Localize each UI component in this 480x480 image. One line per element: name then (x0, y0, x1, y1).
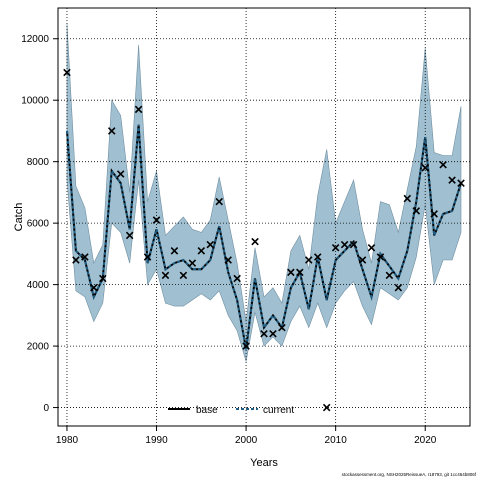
observed-point (322, 403, 331, 412)
observed-point (72, 256, 80, 264)
observed-point (385, 271, 394, 280)
observed-point (143, 253, 152, 261)
observed-point (107, 127, 116, 135)
observed-point (233, 274, 241, 283)
y-tick-label: 0 (43, 403, 49, 414)
legend-current-label: current (263, 405, 294, 416)
x-tick-label: 2000 (235, 435, 258, 446)
y-tick-label: 8000 (27, 157, 50, 168)
y-tick-label: 12000 (21, 34, 49, 45)
y-axis: 0 2000 4000 6000 8000 10000 12000 (21, 34, 58, 414)
footnote: stockassessment.org, NSH2025ReissueA, r1… (342, 472, 477, 477)
observed-point (99, 274, 107, 283)
observed-point (412, 207, 421, 215)
observed-point (305, 256, 313, 264)
observed-point (421, 164, 429, 172)
observed-point (296, 268, 304, 277)
observed-point (278, 323, 286, 332)
observed-point (251, 237, 259, 246)
observed-point (242, 342, 250, 350)
observed-point (206, 240, 215, 249)
y-axis-label: Catch (13, 203, 25, 232)
observed-point (81, 253, 89, 261)
observed-point (197, 247, 206, 255)
observed-point (161, 271, 170, 280)
observed-point (125, 231, 134, 240)
x-tick-label: 2010 (325, 435, 348, 446)
observed-point (63, 68, 71, 77)
x-axis: 1980 1990 2000 2010 2020 (56, 426, 437, 446)
observed-point (358, 256, 367, 264)
grid-layer (58, 8, 470, 426)
y-tick-label: 2000 (27, 342, 50, 353)
series-line-current (66, 124, 462, 350)
observed-point (170, 247, 179, 255)
x-tick-label: 1990 (145, 435, 168, 446)
observed-point (134, 105, 143, 114)
observed-point (224, 256, 232, 264)
observed-point (349, 240, 358, 249)
legend: base current (168, 405, 294, 416)
observed-point (394, 283, 403, 292)
y-tick-label: 6000 (27, 219, 50, 230)
observed-point (269, 330, 277, 338)
observed-point (403, 194, 412, 203)
observed-point (448, 176, 456, 184)
observed-point (439, 160, 447, 169)
observed-point (367, 243, 376, 252)
observed-point (331, 243, 340, 252)
x-axis-label: Years (250, 457, 278, 469)
observed-point (457, 179, 465, 187)
observed-point (188, 259, 197, 267)
observed-point (430, 210, 438, 218)
observed-point (215, 197, 223, 206)
y-tick-label: 10000 (21, 96, 49, 107)
observed-point (90, 283, 98, 292)
observed-point (376, 253, 385, 261)
legend-base-label: base (196, 405, 218, 416)
observed-point (340, 240, 349, 249)
confidence-band-layer (66, 23, 462, 362)
confidence-band (66, 23, 462, 362)
observed-point (287, 268, 295, 277)
observed-point (313, 253, 322, 261)
observed-point (179, 271, 188, 280)
y-tick-label: 4000 (27, 280, 50, 291)
plot-frame (57, 7, 471, 427)
observed-point (116, 170, 125, 178)
series-line-layer (66, 124, 462, 350)
observed-point (152, 216, 161, 224)
observed-point-layer (63, 68, 465, 412)
observed-point (260, 330, 268, 338)
x-tick-label: 2020 (414, 435, 437, 446)
x-tick-label: 1980 (56, 435, 79, 446)
